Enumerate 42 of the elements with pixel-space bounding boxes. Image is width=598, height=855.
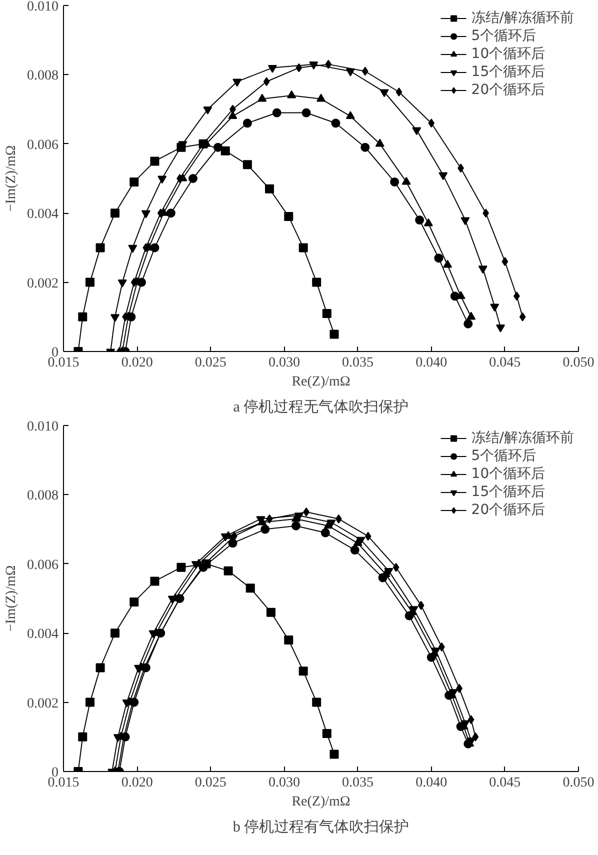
x-tick-label: 0.020 [121, 356, 153, 370]
y-tick-label: 0.006 [27, 558, 58, 573]
x-tick-label: 0.035 [342, 776, 374, 790]
y-tick-label: 0.008 [27, 68, 58, 84]
x-tick-label: 0.030 [268, 356, 300, 370]
legend-label: 冻结/解冻循环前 [471, 429, 574, 447]
y-tick-label: 0.010 [27, 0, 58, 14]
y-axis-title: −Im(Z)/mΩ [4, 145, 19, 212]
legend-label: 15个循环后 [471, 63, 546, 81]
legend-label: 10个循环后 [471, 465, 546, 483]
x-axis-title: Re(Z)/mΩ [292, 374, 350, 390]
y-tick-label: 0.002 [27, 276, 58, 292]
x-tick-label: 0.045 [489, 776, 521, 790]
x-tick-label: 0.040 [416, 776, 448, 790]
x-tick-label: 0.025 [194, 776, 226, 790]
legend-label: 15个循环后 [471, 483, 546, 501]
y-tick-label: 0.006 [27, 138, 58, 153]
text: a 停机过程无气体吹扫保护 [233, 398, 409, 416]
legend-label: 20个循环后 [471, 81, 546, 99]
legend-label: 20个循环后 [471, 501, 546, 519]
x-tick-label: 0.015 [48, 356, 80, 370]
y-axis-title: −Im(Z)/mΩ [4, 565, 19, 632]
x-tick-label: 0.050 [562, 356, 594, 370]
y-tick-label: 0.010 [27, 420, 58, 434]
y-tick-label: 0.002 [27, 696, 58, 712]
x-tick-label: 0.025 [194, 356, 226, 370]
y-tick-label: 0.004 [27, 627, 58, 642]
x-tick-label: 0.035 [342, 356, 374, 370]
x-tick-label: 0.040 [416, 356, 448, 370]
text: b 停机过程有气体吹扫保护 [232, 818, 410, 836]
x-tick-label: 0.015 [48, 776, 80, 790]
x-tick-label: 0.045 [489, 356, 521, 370]
legend-label: 5个循环后 [471, 447, 536, 465]
x-tick-label: 0.030 [268, 776, 300, 790]
legend-label: 冻结/解冻循环前 [471, 9, 574, 27]
legend-label: 5个循环后 [471, 27, 536, 45]
x-tick-label: 0.050 [562, 776, 594, 790]
y-tick-label: 0.008 [27, 488, 58, 504]
x-tick-label: 0.020 [121, 776, 153, 790]
y-tick-label: 0.004 [27, 207, 58, 222]
x-axis-title: Re(Z)/mΩ [292, 794, 350, 810]
legend-label: 10个循环后 [471, 45, 546, 63]
